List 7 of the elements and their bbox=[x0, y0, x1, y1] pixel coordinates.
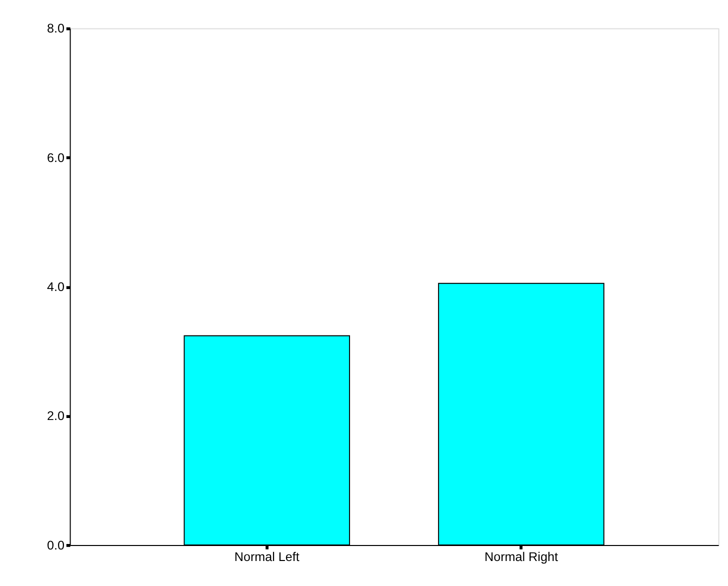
y-tick-label: 4.0 bbox=[46, 280, 64, 294]
y-tick-label: 0.0 bbox=[46, 538, 64, 552]
y-tick-label: 2.0 bbox=[46, 409, 64, 424]
x-tick-label: Normal Left bbox=[234, 550, 300, 564]
y-tick-label: 6.0 bbox=[46, 150, 64, 165]
x-tick-label: Normal Right bbox=[484, 550, 558, 564]
y-tick-label: 8.0 bbox=[46, 22, 64, 36]
